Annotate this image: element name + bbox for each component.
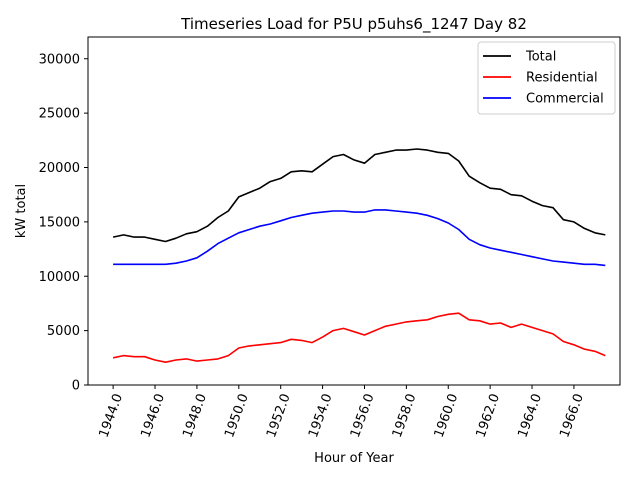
y-tick-label: 0 — [72, 379, 80, 394]
series-line-total — [112, 148, 606, 243]
legend-label-commercial: Commercial — [526, 92, 604, 107]
y-tick-label: 25000 — [39, 107, 80, 122]
y-tick-label: 15000 — [39, 215, 80, 230]
chart-title: Timeseries Load for P5U p5uhs6_1247 Day … — [180, 15, 527, 34]
y-axis-title: kW total — [14, 184, 29, 238]
y-tick-label: 5000 — [47, 324, 80, 339]
series-layer — [112, 148, 606, 364]
x-axis-title: Hour of Year — [314, 451, 394, 466]
legend: Total Residential Commercial — [477, 41, 616, 115]
legend-items: Total Residential Commercial — [483, 50, 604, 107]
series-line-commercial — [113, 209, 606, 267]
legend-box — [477, 41, 616, 115]
y-tick-label: 10000 — [39, 270, 80, 285]
plot-frame — [87, 36, 621, 386]
legend-label-total: Total — [525, 50, 556, 65]
y-tick-label: 20000 — [39, 161, 80, 176]
series-line-residential — [112, 312, 606, 364]
legend-label-residential: Residential — [526, 71, 598, 86]
y-tick-label: 30000 — [39, 52, 80, 67]
